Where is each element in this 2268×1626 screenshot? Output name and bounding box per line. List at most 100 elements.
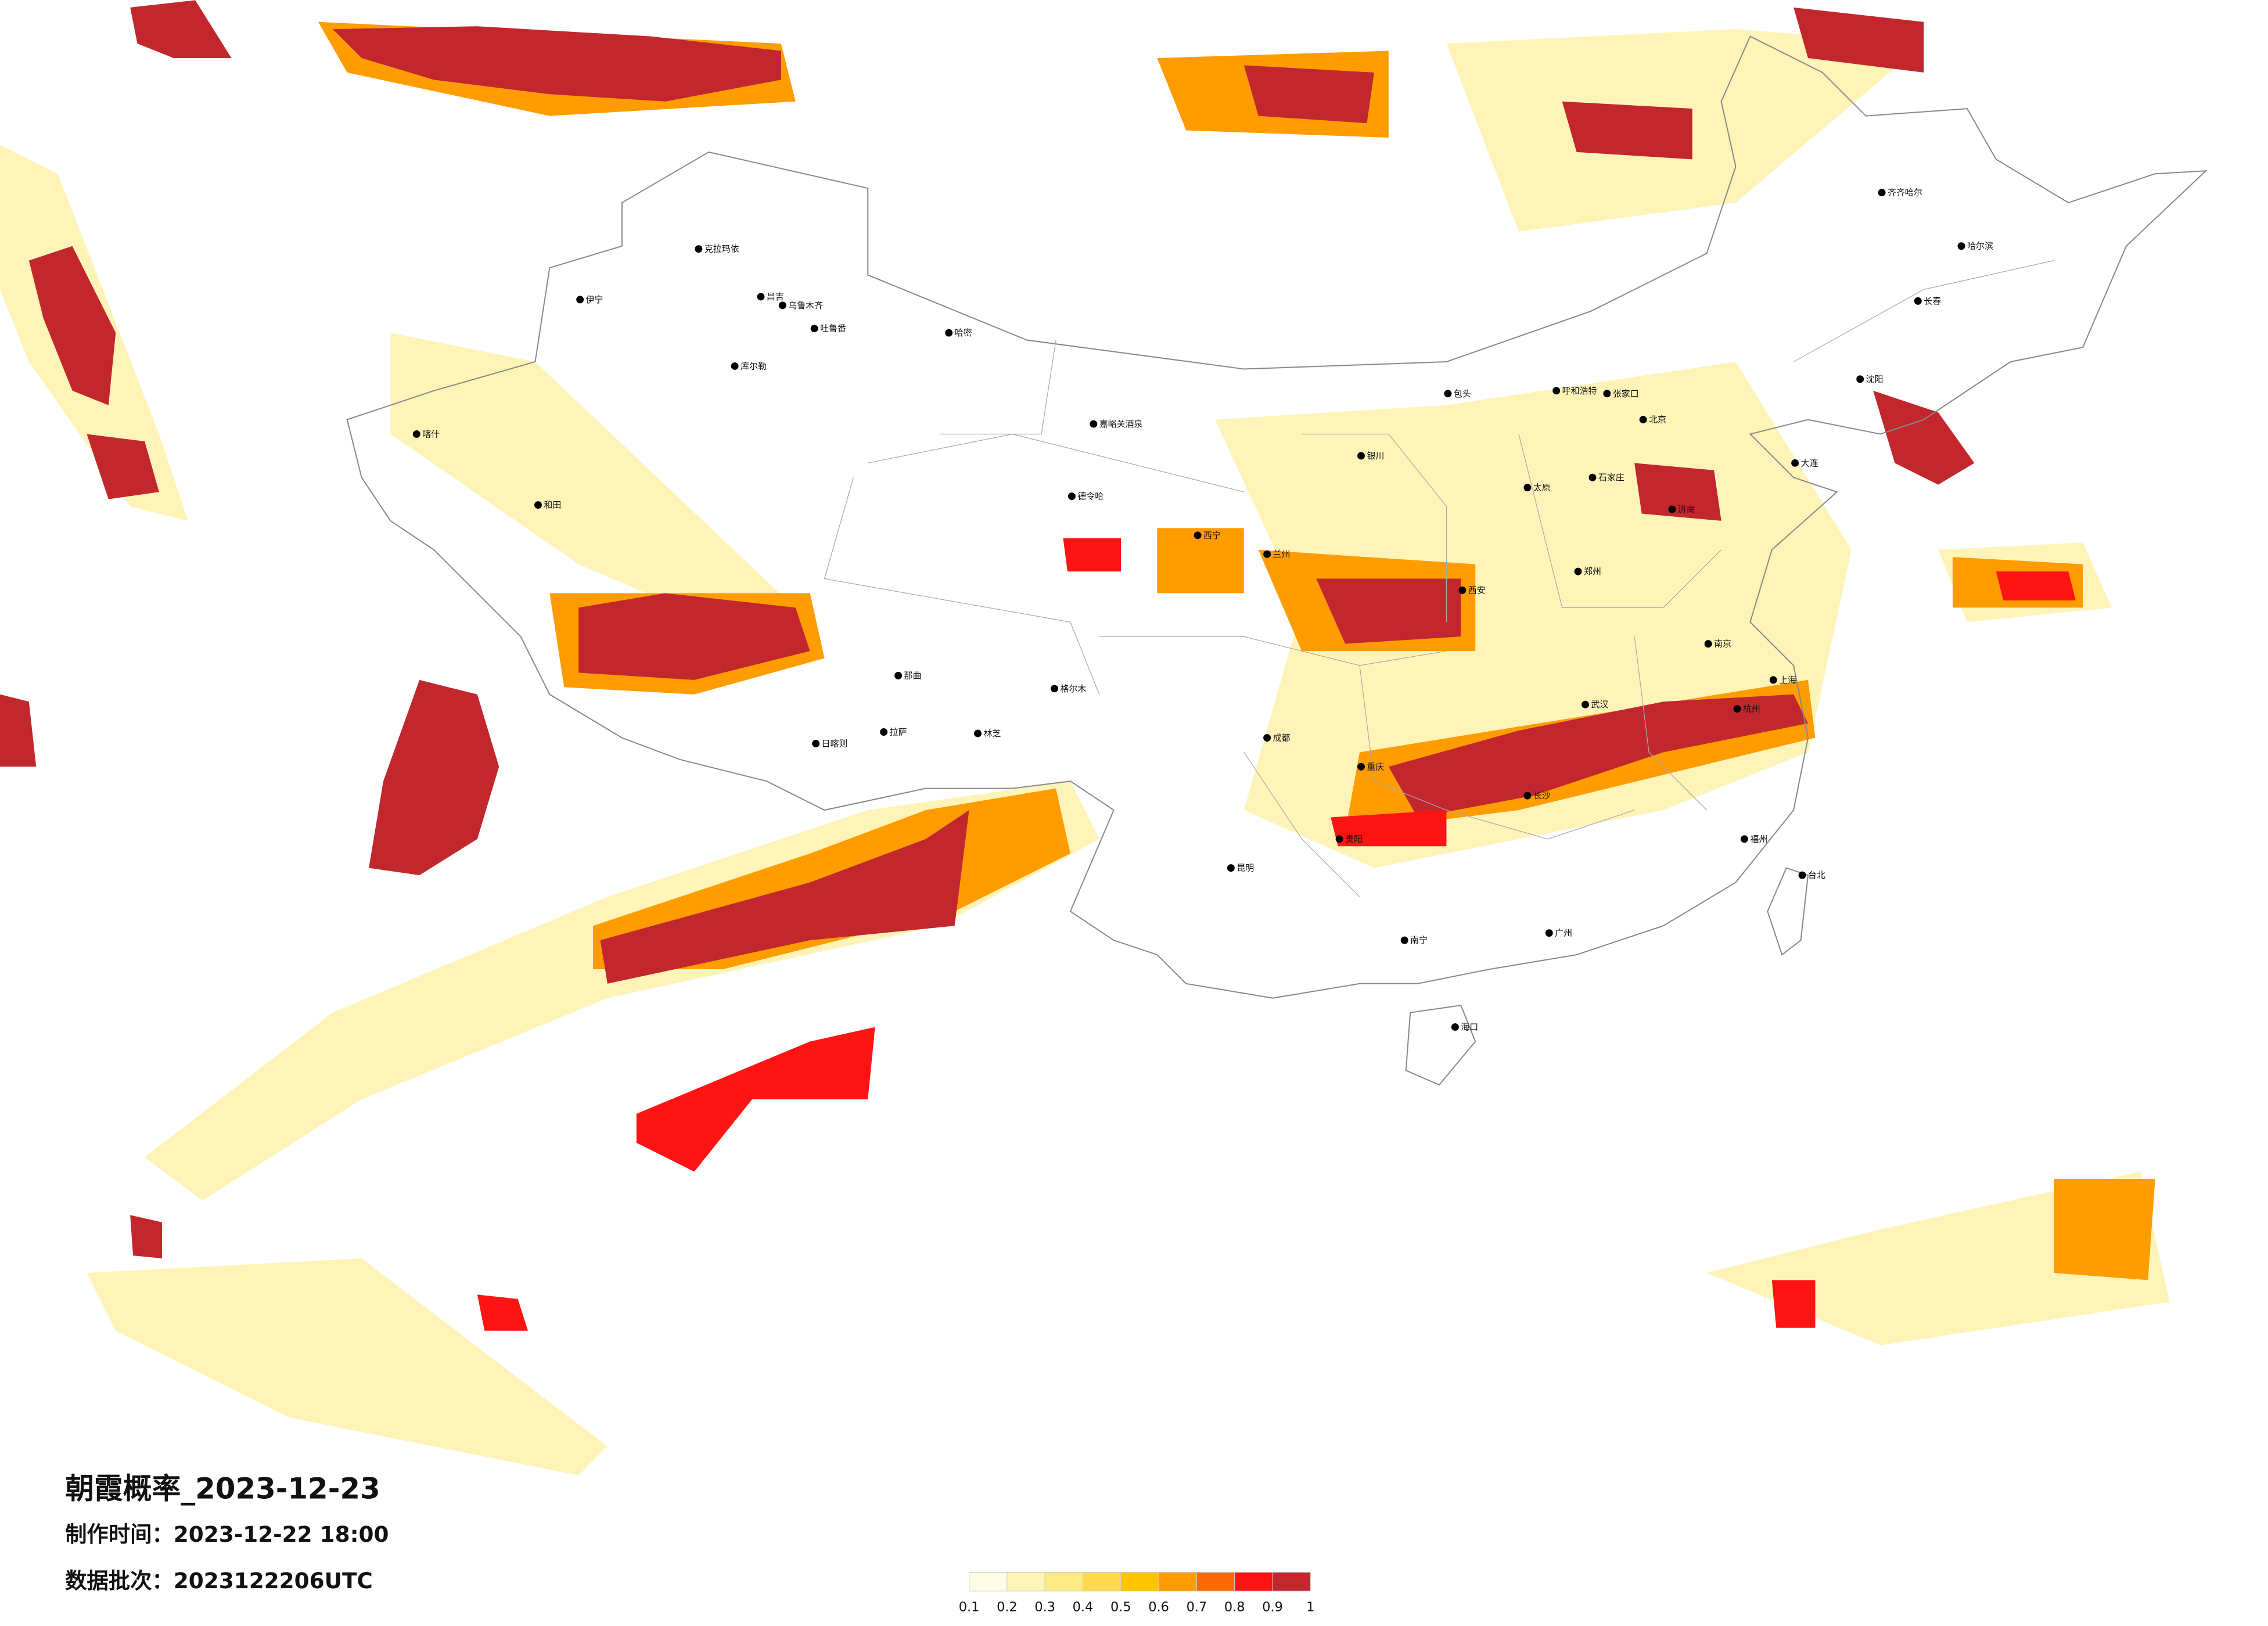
city-dot [1444, 390, 1452, 398]
city-dot [1668, 505, 1676, 513]
city-label: 库尔勒 [741, 361, 767, 371]
city-dot [1582, 700, 1589, 708]
city-dot [1263, 550, 1271, 558]
city-label: 哈密 [955, 328, 972, 338]
city-dot [1603, 390, 1611, 398]
city-dot [1791, 459, 1799, 467]
city-dot [1523, 792, 1532, 800]
probability-area [578, 593, 810, 680]
colorbar-tick-label: 0.8 [1224, 1600, 1245, 1615]
city-label: 长沙 [1533, 790, 1551, 801]
city-dot [1704, 640, 1712, 648]
city-dot [1458, 586, 1467, 594]
city-label: 包头 [1454, 388, 1471, 399]
probability-area [1793, 7, 1924, 73]
probability-area [2054, 1179, 2155, 1280]
city-label: 吐鲁番 [820, 323, 846, 334]
colorbar-swatch [1044, 1571, 1084, 1592]
city-label: 和田 [544, 500, 561, 510]
city-label: 嘉峪关酒泉 [1099, 419, 1143, 429]
probability-area [28, 246, 116, 405]
city-dot [1194, 531, 1202, 539]
city-label: 太原 [1533, 483, 1551, 493]
city-dot [1769, 676, 1777, 684]
city-dot [534, 501, 542, 509]
probability-area [636, 1027, 875, 1172]
colorbar-tick-label: 0.2 [997, 1600, 1018, 1615]
title: 朝霞概率_2023-12-23 [65, 1472, 380, 1505]
city-label: 乌鲁木齐 [788, 300, 823, 311]
probability-area [1331, 810, 1447, 847]
probability-area [0, 694, 37, 767]
probability-area [130, 0, 232, 58]
city-dot [1574, 567, 1582, 575]
city-label: 海口 [1461, 1022, 1478, 1033]
city-label: 台北 [1808, 870, 1825, 880]
probability-area [1157, 528, 1244, 593]
colorbar-tick-label: 0.4 [1073, 1600, 1094, 1615]
city-label: 大连 [1801, 458, 1818, 468]
probability-area [1771, 1280, 1816, 1328]
data-batch: 数据批次：2023122206UTC [65, 1568, 373, 1593]
city-dot [757, 293, 765, 301]
city-label: 林芝 [983, 728, 1001, 739]
probability-area [130, 1215, 162, 1259]
city-dot [1523, 484, 1532, 492]
city-dot [1451, 1023, 1459, 1031]
china-outline [346, 35, 2208, 999]
city-label: 长春 [1924, 296, 1941, 306]
colorbar-swatch [1158, 1571, 1197, 1592]
city-dot [812, 739, 820, 747]
probability-area [1873, 390, 1975, 485]
city-label: 南宁 [1410, 935, 1428, 945]
colorbar-swatch [1196, 1571, 1235, 1592]
probability-area [369, 679, 499, 876]
colorbar-tick-label: 0.1 [959, 1600, 980, 1615]
city-dot [1545, 929, 1553, 937]
city-label: 南京 [1714, 639, 1731, 649]
city-label: 上海 [1779, 675, 1796, 685]
probability-area [477, 1294, 529, 1331]
city-dot [1639, 416, 1647, 424]
city-dot [1335, 835, 1343, 843]
city-dot [778, 301, 786, 310]
city-label: 石家庄 [1598, 472, 1624, 483]
province-lines [824, 260, 2054, 897]
city-dot [894, 671, 903, 679]
city-label: 广州 [1555, 928, 1572, 938]
city-dot [1051, 685, 1059, 693]
city-label: 兰州 [1273, 549, 1291, 559]
city-label: 杭州 [1743, 704, 1760, 714]
colorbar-swatch [1234, 1571, 1273, 1592]
city-dot [1957, 242, 1965, 250]
colorbar-tick-label: 0.7 [1187, 1600, 1207, 1615]
taiwan-outline [1767, 867, 1809, 956]
city-dot [1357, 452, 1365, 460]
city-label: 那曲 [904, 670, 922, 681]
city-label: 哈尔滨 [1967, 241, 1993, 251]
city-dot [1588, 473, 1597, 481]
city-label: 克拉玛依 [705, 244, 739, 254]
city-dot [880, 728, 888, 736]
city-label: 德令哈 [1077, 491, 1104, 502]
city-label: 格尔木 [1060, 684, 1086, 694]
city-dot [1878, 189, 1886, 197]
city-label: 北京 [1649, 415, 1666, 425]
city-label: 西安 [1468, 585, 1486, 595]
city-dot [1263, 734, 1271, 742]
colorbar: 0.1 0.2 0.3 0.4 0.5 0.6 0.7 0.8 0.9 1 [959, 1571, 1314, 1615]
city-dot [1798, 871, 1806, 879]
city-dot [974, 729, 982, 738]
city-dot [1733, 705, 1741, 713]
colorbar-swatch [1007, 1571, 1045, 1592]
city-label: 福州 [1750, 834, 1767, 844]
colorbar-tick-label: 0.3 [1034, 1600, 1055, 1615]
city-label: 郑州 [1584, 566, 1601, 577]
colorbar-swatch [1083, 1571, 1122, 1592]
city-label: 昌吉 [767, 292, 784, 302]
city-dot [1067, 492, 1076, 501]
hainan-outline [1405, 1005, 1476, 1086]
probability-area [1063, 538, 1122, 572]
city-dot [945, 329, 953, 337]
